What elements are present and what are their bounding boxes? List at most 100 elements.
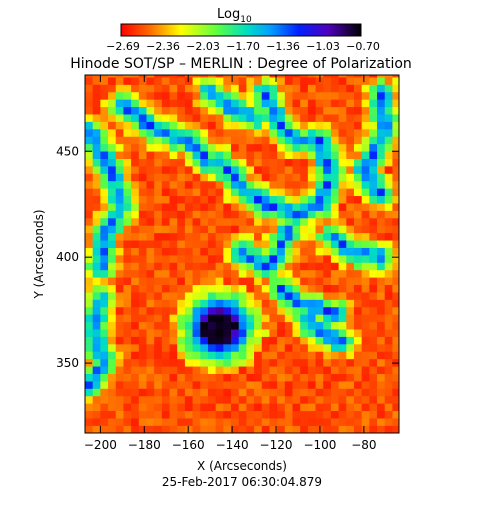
- heatmap-cell: [207, 106, 216, 115]
- plot-frame: [84, 74, 400, 434]
- heatmap-cell: [192, 292, 201, 300]
- heatmap-cell: [192, 129, 201, 137]
- heatmap-cell: [108, 299, 117, 308]
- heatmap-cell: [392, 306, 399, 315]
- heatmap-cell: [277, 106, 286, 115]
- heatmap-cell: [300, 84, 309, 93]
- heatmap-cell: [169, 203, 178, 211]
- heatmap-cell: [330, 173, 339, 182]
- heatmap-cell: [377, 366, 386, 374]
- heatmap-cell: [85, 158, 93, 167]
- heatmap-cell: [361, 225, 370, 234]
- heatmap-cell: [238, 284, 247, 293]
- heatmap-cell: [384, 395, 393, 404]
- heatmap-cell: [192, 314, 201, 323]
- heatmap-cell: [123, 91, 132, 100]
- heatmap-cell: [123, 277, 132, 286]
- heatmap-cell: [85, 195, 93, 204]
- heatmap-cell: [177, 381, 186, 389]
- heatmap-cell: [123, 284, 132, 293]
- heatmap-cell: [184, 173, 193, 182]
- heatmap-cell: [323, 255, 332, 263]
- heatmap-cell: [231, 306, 240, 315]
- heatmap-cell: [123, 255, 132, 263]
- heatmap-cell: [261, 84, 270, 93]
- heatmap-cell: [223, 84, 232, 93]
- heatmap-cell: [361, 84, 370, 93]
- heatmap-cell: [207, 299, 216, 308]
- heatmap-cell: [215, 395, 224, 404]
- heatmap-cell: [307, 77, 316, 85]
- heatmap-cell: [177, 203, 186, 211]
- heatmap-cell: [315, 232, 324, 241]
- heatmap-cell: [353, 403, 362, 412]
- heatmap-cell: [177, 247, 186, 256]
- heatmap-cell: [177, 284, 186, 293]
- heatmap-cell: [369, 240, 378, 248]
- heatmap-cell: [100, 151, 109, 159]
- heatmap-cell: [369, 403, 378, 412]
- heatmap-cell: [307, 129, 316, 137]
- heatmap-cell: [108, 381, 117, 389]
- heatmap-cell: [346, 395, 355, 404]
- heatmap-cell: [192, 106, 201, 115]
- heatmap-cell: [231, 143, 240, 152]
- x-axis: −200 −180 −160 −140 −120 −100 −80: [84, 75, 377, 452]
- heatmap-cell: [284, 410, 293, 419]
- heatmap-cell: [269, 255, 278, 263]
- heatmap-cell: [269, 91, 278, 100]
- heatmap-cell: [330, 366, 339, 374]
- heatmap-cell: [207, 217, 216, 226]
- heatmap-cell: [123, 173, 132, 182]
- colorbar-tick-label: −1.70: [226, 40, 260, 53]
- heatmap-cell: [261, 321, 270, 330]
- heatmap-cell: [223, 106, 232, 115]
- heatmap-cell: [338, 173, 347, 182]
- heatmap-cell: [315, 381, 324, 389]
- heatmap-cell: [392, 158, 399, 167]
- heatmap-cell: [231, 195, 240, 204]
- heatmap-cell: [231, 403, 240, 412]
- heatmap-cell: [138, 329, 147, 337]
- heatmap-cell: [300, 188, 309, 197]
- heatmap-cell: [315, 203, 324, 211]
- heatmap-cell: [154, 381, 163, 389]
- heatmap-cell: [315, 91, 324, 100]
- heatmap-cell: [92, 403, 101, 412]
- heatmap-cell: [269, 217, 278, 226]
- heatmap-cell: [361, 329, 370, 337]
- heatmap-cell: [361, 344, 370, 352]
- heatmap-cell: [307, 299, 316, 308]
- heatmap-cell: [85, 173, 93, 182]
- heatmap-cell: [223, 358, 232, 367]
- heatmap-cell: [177, 114, 186, 122]
- heatmap-cell: [315, 151, 324, 159]
- heatmap-cell: [300, 129, 309, 137]
- heatmap-cell: [284, 232, 293, 241]
- heatmap-cell: [307, 277, 316, 286]
- heatmap-cell: [361, 136, 370, 145]
- heatmap-cell: [200, 329, 209, 337]
- heatmap-cell: [261, 381, 270, 389]
- heatmap-cell: [154, 344, 163, 352]
- heatmap-cell: [154, 129, 163, 137]
- heatmap-cell: [231, 329, 240, 337]
- heatmap-cell: [215, 306, 224, 315]
- heatmap-cell: [307, 395, 316, 404]
- heatmap-cell: [192, 299, 201, 308]
- heatmap-cell: [207, 262, 216, 271]
- heatmap-cell: [377, 321, 386, 330]
- heatmap-cell: [384, 292, 393, 300]
- heatmap-cell: [177, 106, 186, 115]
- heatmap-cell: [115, 321, 124, 330]
- heatmap-cell: [338, 314, 347, 323]
- heatmap-cell: [277, 418, 286, 426]
- heatmap-cell: [254, 247, 263, 256]
- heatmap-cell: [123, 203, 132, 211]
- heatmap-cell: [284, 366, 293, 374]
- heatmap-cell: [192, 425, 201, 433]
- heatmap-cell: [254, 425, 263, 433]
- heatmap-cell: [169, 395, 178, 404]
- heatmap-cell: [261, 306, 270, 315]
- heatmap-cell: [108, 277, 117, 286]
